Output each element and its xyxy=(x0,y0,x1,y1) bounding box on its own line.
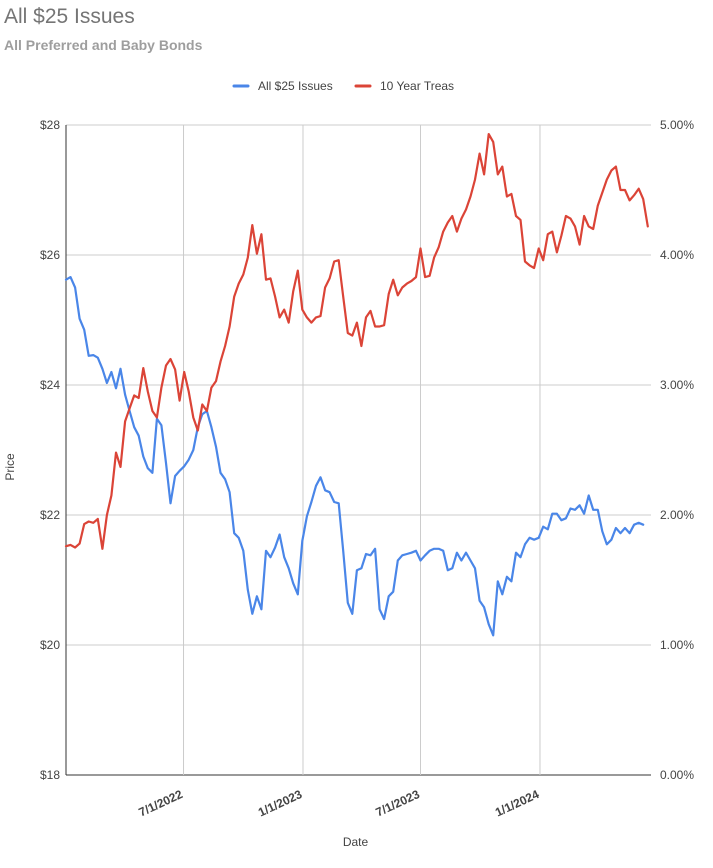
chart-subtitle: All Preferred and Baby Bonds xyxy=(4,37,203,53)
y-left-tick-label: $28 xyxy=(40,118,60,132)
x-tick-label: 7/1/2022 xyxy=(137,787,186,820)
x-tick-label: 1/1/2023 xyxy=(256,787,305,820)
legend-label: All $25 Issues xyxy=(258,79,333,93)
y-right-tick-label: 3.00% xyxy=(660,378,694,392)
y-right-tick-label: 1.00% xyxy=(660,638,694,652)
y-left-tick-label: $18 xyxy=(40,768,60,782)
y-right-tick-label: 5.00% xyxy=(660,118,694,132)
series-line xyxy=(64,133,649,550)
y-left-tick-label: $22 xyxy=(40,508,60,522)
legend-item: 10 Year Treas xyxy=(354,79,454,93)
chart-title: All $25 Issues xyxy=(4,5,135,28)
y-right-tick-label: 2.00% xyxy=(660,508,694,522)
y-right-tick-label: 0.00% xyxy=(660,768,694,782)
series-line xyxy=(64,276,645,637)
y-right-tick-label: 4.00% xyxy=(660,248,694,262)
y-left-tick-label: $24 xyxy=(40,378,60,392)
legend-item: All $25 Issues xyxy=(232,79,333,93)
x-tick-label: 1/1/2024 xyxy=(493,787,542,820)
y-left-tick-label: $20 xyxy=(40,638,60,652)
legend-label: 10 Year Treas xyxy=(380,79,454,93)
x-axis-title: Date xyxy=(343,835,369,849)
x-tick-label: 7/1/2023 xyxy=(374,787,423,820)
y-axis-title: Price xyxy=(3,453,17,481)
y-left-tick-label: $26 xyxy=(40,248,60,262)
